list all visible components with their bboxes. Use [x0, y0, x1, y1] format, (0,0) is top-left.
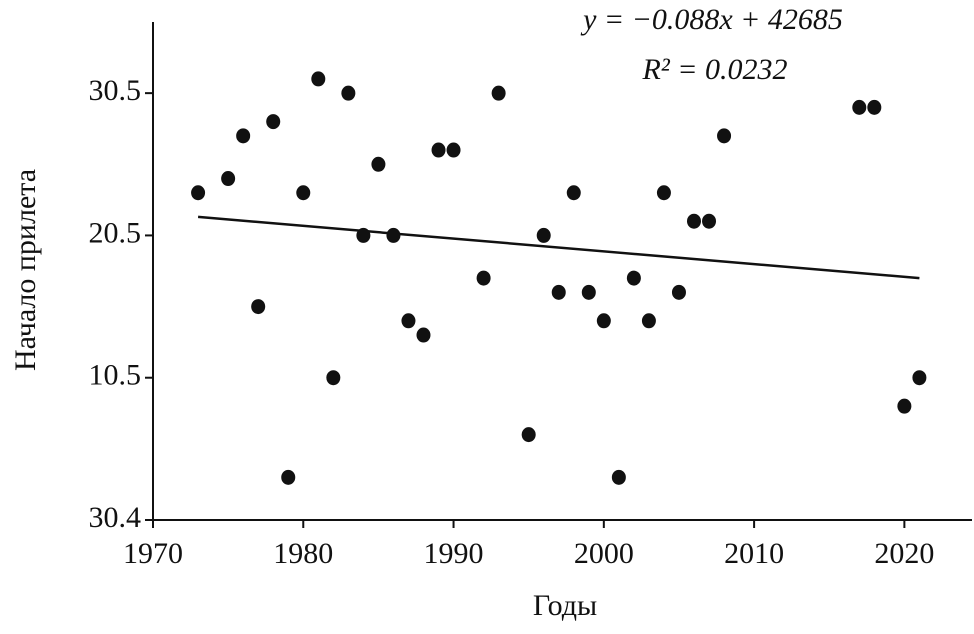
- point: [626, 270, 641, 286]
- x-tick-label: 2010: [724, 537, 784, 570]
- point: [717, 128, 732, 144]
- point: [521, 427, 536, 443]
- point: [656, 185, 671, 201]
- point: [566, 185, 581, 201]
- point: [912, 370, 927, 386]
- y-axis-label: Начало прилета: [9, 169, 42, 371]
- point: [326, 370, 341, 386]
- y-tick-label: 30.5: [89, 74, 142, 107]
- point: [536, 227, 551, 243]
- equation: y = −0.088x + 42685: [580, 3, 843, 36]
- y-tick-label: 10.5: [89, 359, 142, 392]
- point: [281, 469, 296, 485]
- x-tick-label: 1990: [424, 537, 484, 570]
- point: [551, 284, 566, 300]
- x-tick-label: 2000: [574, 537, 634, 570]
- point: [356, 227, 371, 243]
- point: [416, 327, 431, 343]
- point: [852, 99, 867, 115]
- point: [476, 270, 491, 286]
- x-tick-label: 1970: [123, 537, 183, 570]
- point: [431, 142, 446, 158]
- point: [596, 313, 611, 329]
- point: [686, 213, 701, 229]
- point: [671, 284, 686, 300]
- point: [236, 128, 251, 144]
- point: [611, 469, 626, 485]
- point: [341, 85, 356, 101]
- r-squared: R² = 0.0232: [641, 53, 787, 86]
- point: [191, 185, 206, 201]
- x-tick-label: 2020: [874, 537, 934, 570]
- point: [581, 284, 596, 300]
- x-tick-label: 1980: [273, 537, 333, 570]
- point: [371, 156, 386, 172]
- point: [386, 227, 401, 243]
- point: [867, 99, 882, 115]
- y-tick-label: 30.4: [89, 501, 142, 534]
- point: [401, 313, 416, 329]
- point: [251, 299, 266, 315]
- trend-line: [197, 215, 920, 280]
- point: [311, 71, 326, 87]
- point: [296, 185, 311, 201]
- point: [897, 398, 912, 414]
- x-axis-label: Годы: [533, 589, 597, 622]
- y-tick-label: 20.5: [89, 216, 142, 249]
- point: [221, 171, 236, 187]
- point: [446, 142, 461, 158]
- point: [702, 213, 717, 229]
- point: [491, 85, 506, 101]
- point: [266, 114, 281, 130]
- point: [641, 313, 656, 329]
